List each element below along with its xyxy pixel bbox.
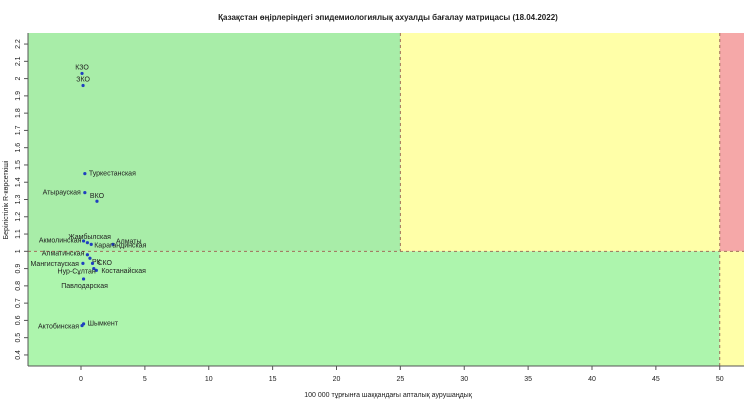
point-label: Шымкент xyxy=(88,321,119,328)
y-tick-label: 0.6 xyxy=(15,315,22,325)
zone-yellow-lower xyxy=(719,251,744,366)
data-point xyxy=(85,253,90,257)
point-label: Нур-Сұлтан xyxy=(58,268,96,275)
point-label: Алматы xyxy=(116,238,142,245)
x-tick-label: 45 xyxy=(652,376,660,383)
x-tick-label: 40 xyxy=(588,376,596,383)
point-label: ВКО xyxy=(90,193,105,200)
y-tick-label: 1.4 xyxy=(15,177,22,187)
point-label: Жамбылская xyxy=(68,233,111,241)
y-tick-label: 1 xyxy=(15,249,22,253)
y-tick-label: 1.9 xyxy=(15,91,22,101)
point-label: Костанайская xyxy=(101,267,146,275)
data-point xyxy=(81,83,85,88)
zone-green-lower xyxy=(28,251,720,366)
x-tick-label: 10 xyxy=(205,376,213,383)
x-tick-label: 20 xyxy=(333,376,341,383)
y-tick-label: 0.4 xyxy=(15,350,22,360)
data-point xyxy=(85,241,90,245)
x-tick-label: 5 xyxy=(143,376,147,383)
y-tick-label: 0.8 xyxy=(15,281,22,291)
data-point xyxy=(111,242,115,247)
y-tick-label: 1.1 xyxy=(15,229,22,239)
data-point xyxy=(81,277,86,281)
x-tick-label: 30 xyxy=(460,376,468,383)
point-label: Павлодарская xyxy=(61,283,108,290)
x-tick-label: 15 xyxy=(269,376,277,383)
x-axis-label: 100 000 тұрғынға шаққандағы апталық ауру… xyxy=(304,392,472,399)
data-point xyxy=(94,268,98,272)
x-tick-label: 25 xyxy=(396,376,404,383)
data-point xyxy=(81,261,85,266)
data-point xyxy=(95,199,99,203)
data-point xyxy=(81,239,86,243)
y-tick-label: 1.5 xyxy=(15,160,22,170)
y-axis-label: Берілістілік R-көрсеткіші xyxy=(2,160,10,239)
point-label: Актобинская xyxy=(38,322,79,330)
data-point xyxy=(80,71,84,76)
y-tick-label: 0.9 xyxy=(15,264,22,274)
point-label: Атырауская xyxy=(43,189,81,196)
zone-green-upper xyxy=(28,33,401,252)
point-label: Мангистауская xyxy=(31,261,80,268)
y-tick-label: 1.7 xyxy=(15,125,22,135)
y-tick-label: 1.3 xyxy=(15,195,22,205)
point-label: Алматинская xyxy=(42,251,85,258)
x-tick-label: 0 xyxy=(79,376,83,383)
zone-yellow-upper xyxy=(400,33,720,252)
x-tick-label: 35 xyxy=(524,376,532,383)
point-label: РК xyxy=(92,259,102,266)
zone-red-upper xyxy=(719,33,744,252)
y-tick-label: 2 xyxy=(15,77,22,81)
y-tick-label: 1.2 xyxy=(15,212,22,222)
point-label: ЗКО xyxy=(76,76,90,83)
data-point xyxy=(92,266,96,271)
y-tick-label: 2.2 xyxy=(15,39,22,49)
point-label: КЗО xyxy=(75,64,89,71)
data-point xyxy=(80,323,84,328)
data-point xyxy=(90,261,95,266)
point-label: Туркестанская xyxy=(89,170,136,177)
y-tick-label: 0.7 xyxy=(15,298,22,308)
y-tick-label: 1.6 xyxy=(15,143,22,153)
y-tick-label: 2.1 xyxy=(15,56,22,66)
point-label: СКО xyxy=(98,260,113,267)
data-point xyxy=(88,256,92,260)
x-tick-label: 50 xyxy=(716,376,724,383)
y-tick-label: 1.8 xyxy=(15,108,22,118)
data-point xyxy=(89,242,93,247)
data-point xyxy=(83,171,87,176)
chart-title: Қазақстан өңірлеріндегі эпидемиологиялық… xyxy=(218,13,558,22)
point-label: Акмолинская xyxy=(39,238,82,245)
y-tick-label: 0.5 xyxy=(15,333,22,343)
point-label: Карагандинская xyxy=(94,242,146,249)
data-point xyxy=(83,190,87,195)
